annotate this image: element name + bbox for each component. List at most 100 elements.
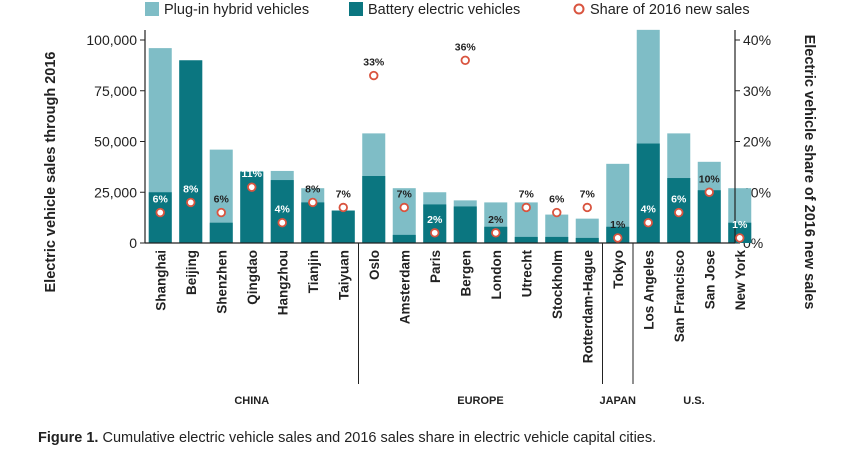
x-tick-label: Tianjin — [306, 250, 321, 293]
bar-bev — [209, 222, 233, 243]
region-label: U.S. — [683, 395, 704, 407]
share-label: 6% — [153, 194, 169, 206]
figure-caption: Figure 1. Cumulative electric vehicle sa… — [38, 430, 656, 446]
x-tick-label: Los Angeles — [641, 250, 656, 330]
share-marker — [338, 202, 348, 213]
bar-bev — [240, 171, 264, 243]
y-tick-label-right: 40% — [743, 32, 771, 48]
x-tick-label: Hangzhou — [275, 250, 290, 315]
share-marker — [308, 197, 318, 208]
x-tick-label: London — [489, 250, 504, 299]
x-tick-label: Beijing — [184, 250, 199, 295]
x-tick-label: Rotterdam-Hague — [580, 250, 595, 364]
bar-bev — [697, 190, 721, 243]
share-label: 4% — [275, 204, 291, 216]
share-label: 10% — [699, 173, 721, 185]
share-marker — [674, 207, 684, 218]
y-tick-label-left: 75,000 — [94, 83, 137, 99]
bar-bev — [545, 236, 569, 243]
x-tick-label: New York — [733, 250, 748, 311]
y-tick-label-right: 30% — [743, 83, 771, 99]
legend-swatch-phev — [145, 2, 159, 16]
share-marker — [704, 187, 714, 197]
caption-label: Figure 1. — [38, 430, 99, 446]
bar-phev — [209, 149, 233, 243]
x-tick-label: Qingdao — [245, 250, 260, 305]
chart: Plug-in hybrid vehicles Battery electric… — [43, 2, 817, 407]
y-tick-label-left: 25,000 — [94, 184, 137, 200]
caption-text: Cumulative electric vehicle sales and 20… — [98, 430, 657, 446]
bar-phev — [514, 202, 538, 243]
y-axis-title-left: Electric vehicle sales through 2016 — [43, 52, 59, 293]
share-label: 7% — [519, 188, 535, 200]
region-label: EUROPE — [457, 395, 503, 407]
bar-bev — [148, 192, 172, 243]
share-label: 8% — [305, 183, 321, 195]
x-tick-label: Stockholm — [550, 250, 565, 319]
bar-bev — [636, 143, 660, 243]
share-marker — [155, 207, 165, 218]
bar-bev — [362, 176, 386, 243]
bar-phev — [575, 218, 599, 243]
bar-bev — [331, 210, 355, 243]
share-marker — [491, 228, 501, 238]
x-tick-label: Paris — [428, 250, 443, 283]
share-label: 6% — [214, 194, 230, 206]
share-marker — [216, 207, 226, 218]
y-tick-label-left: 0 — [129, 235, 137, 251]
legend-marker-share — [573, 3, 585, 15]
bar-phev — [545, 214, 569, 243]
bar-bev — [392, 234, 416, 243]
share-label: 11% — [242, 168, 263, 180]
x-tick-label: Shanghai — [153, 250, 168, 311]
share-marker — [430, 228, 440, 238]
legend-label-share: Share of 2016 new sales — [590, 2, 750, 18]
bar-bev — [575, 237, 599, 243]
x-tick-label: Oslo — [367, 250, 382, 280]
share-label: 1% — [610, 219, 626, 231]
x-tick-label: San Francisco — [672, 250, 687, 342]
share-label: 2% — [488, 214, 504, 226]
plot-area: 025,00050,00075,000100,0000%10%20%30%40%… — [86, 29, 771, 407]
x-tick-label: San Jose — [702, 250, 717, 310]
share-marker — [735, 233, 745, 243]
legend: Plug-in hybrid vehicles Battery electric… — [145, 2, 750, 18]
share-marker — [399, 202, 409, 213]
legend-label-bev: Battery electric vehicles — [368, 2, 520, 18]
share-marker — [521, 202, 531, 213]
share-label: 6% — [549, 194, 565, 206]
bar-phev — [392, 188, 416, 243]
bar-bev — [453, 206, 477, 243]
share-label: 7% — [336, 188, 352, 200]
share-marker — [369, 70, 379, 81]
x-tick-label: Amsterdam — [397, 250, 412, 324]
bar-phev — [606, 163, 630, 243]
share-label: 33% — [363, 57, 385, 69]
share-marker — [277, 217, 287, 228]
bar-bev — [423, 204, 447, 243]
share-label: 6% — [671, 194, 687, 206]
y-tick-label-right: 20% — [743, 134, 771, 150]
share-label: 1% — [732, 219, 748, 231]
x-tick-label: Taiyuan — [336, 250, 351, 300]
share-marker — [247, 182, 257, 192]
y-axis-title-right: Electric vehicle share of 2016 new sales — [801, 35, 817, 310]
share-label: 7% — [397, 188, 413, 200]
share-marker — [643, 217, 653, 228]
bar-bev — [301, 202, 325, 243]
legend-swatch-bev — [349, 2, 363, 16]
share-label: 2% — [427, 214, 443, 226]
bar-bev — [728, 222, 752, 243]
bar-bev — [270, 180, 294, 243]
x-tick-label: Shenzhen — [214, 250, 229, 314]
share-marker — [613, 233, 623, 243]
share-label: 4% — [641, 204, 657, 216]
share-marker — [460, 55, 470, 65]
x-tick-label: Utrecht — [519, 250, 534, 298]
legend-label-phev: Plug-in hybrid vehicles — [164, 2, 309, 18]
y-tick-label-left: 100,000 — [86, 32, 137, 48]
share-label: 36% — [455, 41, 477, 53]
y-tick-label-left: 50,000 — [94, 134, 137, 150]
share-label: 8% — [183, 183, 199, 195]
bar-bev — [179, 60, 203, 243]
